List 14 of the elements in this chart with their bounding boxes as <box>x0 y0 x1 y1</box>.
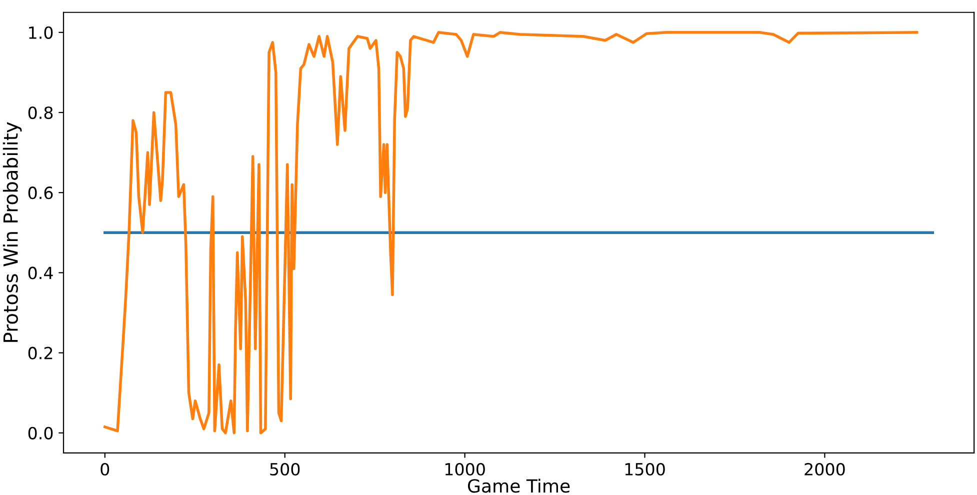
x-tick-label: 1000 <box>445 462 485 476</box>
y-tick-label: 0.6 <box>28 186 53 200</box>
y-tick-label: 0.4 <box>28 266 53 280</box>
y-tick-label: 0.0 <box>28 426 53 440</box>
y-tick-label: 0.8 <box>28 106 53 120</box>
line-series <box>104 31 918 434</box>
x-axis-title: Game Time <box>468 478 570 493</box>
y-axis-title: Protoss Win Probability <box>2 122 22 342</box>
x-tick-label: 2000 <box>804 462 845 476</box>
x-tick-label: 1500 <box>625 462 665 476</box>
y-tick-label: 1.0 <box>29 26 53 39</box>
x-tick-label: 500 <box>270 462 300 476</box>
y-tick-label: 0.2 <box>28 346 52 360</box>
x-tick-label: 0 <box>100 462 110 476</box>
